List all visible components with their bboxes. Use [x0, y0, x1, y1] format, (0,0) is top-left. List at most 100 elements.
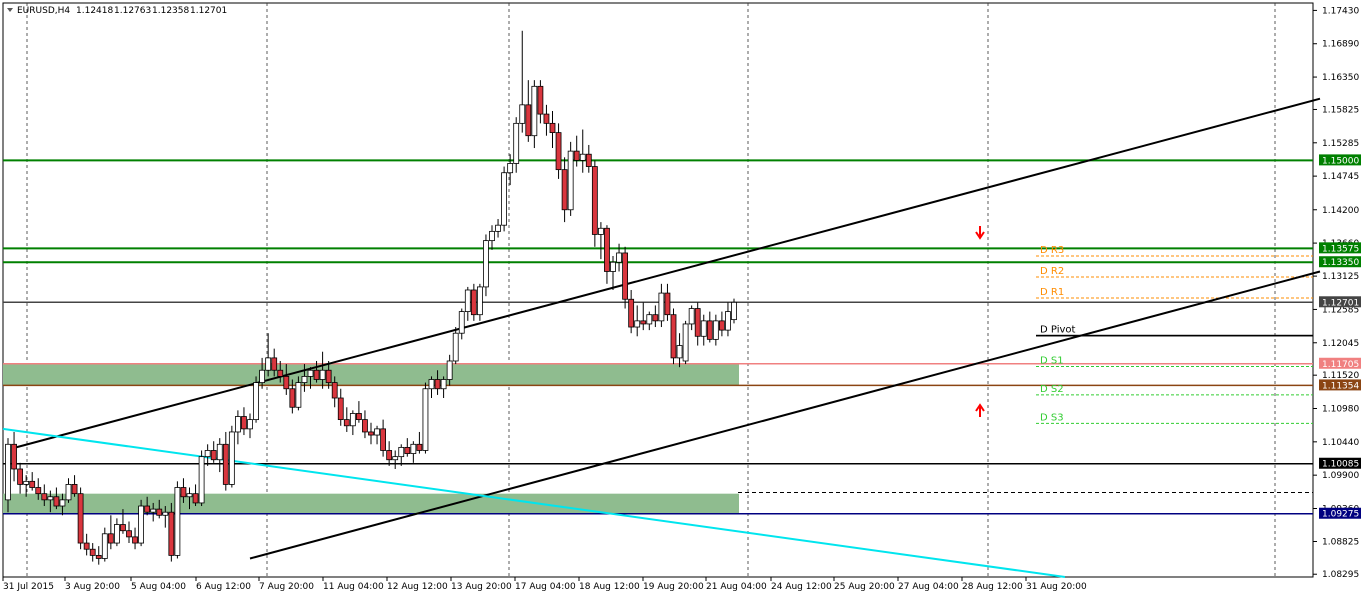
- candle: [204, 444, 211, 466]
- level-price-tag: 1.15000: [1319, 154, 1361, 166]
- x-tick-label: 31 Jul 2015: [3, 582, 54, 592]
- candle: [35, 478, 42, 500]
- candle-body: [525, 104, 532, 137]
- candle-body: [422, 388, 429, 451]
- candle: [440, 376, 447, 399]
- candle: [120, 509, 126, 534]
- candle: [513, 117, 520, 173]
- y-tick-label: 1.10980: [1322, 405, 1359, 415]
- candle: [253, 376, 259, 423]
- x-tick-label: 13 Aug 20:00: [451, 582, 512, 592]
- candle-body: [343, 419, 350, 427]
- candle: [549, 111, 556, 149]
- candle: [107, 515, 114, 550]
- candle-body: [579, 153, 586, 161]
- candle-body: [664, 292, 671, 316]
- candle: [694, 302, 701, 346]
- candle: [519, 30, 526, 133]
- candle-body: [144, 505, 151, 513]
- candle: [132, 527, 138, 550]
- candle: [65, 478, 72, 503]
- y-tick-label: 1.14200: [1322, 206, 1359, 216]
- candle-body: [95, 554, 102, 559]
- candle-body: [271, 357, 278, 371]
- candle-body: [101, 533, 108, 559]
- candle-body: [241, 416, 247, 430]
- candle: [180, 478, 187, 503]
- candle-body: [337, 397, 344, 421]
- y-tick-label: 1.09900: [1322, 471, 1359, 481]
- y-tick-label: 1.12045: [1322, 339, 1359, 349]
- candle-body: [204, 450, 211, 458]
- level-price-tag: 1.13350: [1319, 256, 1361, 268]
- candle: [555, 123, 562, 179]
- candle: [368, 422, 374, 445]
- candle-body: [222, 443, 229, 485]
- y-tick-label: 1.11520: [1322, 371, 1359, 381]
- candle-body: [483, 240, 489, 288]
- candle-body: [706, 320, 713, 340]
- candle: [29, 472, 36, 491]
- candle-body: [59, 499, 66, 507]
- candle-body: [126, 530, 132, 538]
- candle-body: [652, 314, 659, 322]
- candle-body: [404, 446, 411, 454]
- trendlines: [2, 97, 1321, 578]
- candle: [126, 521, 132, 544]
- down-arrow-head: [975, 231, 985, 240]
- candle-body: [428, 379, 435, 390]
- candle: [228, 425, 235, 488]
- chart-header-open: 1.12418: [76, 6, 113, 16]
- candle-body: [446, 360, 453, 380]
- y-tick-label: 1.08295: [1322, 570, 1359, 580]
- candle: [11, 431, 17, 482]
- candle-body: [228, 431, 235, 485]
- candle: [241, 407, 247, 436]
- candle-body: [331, 382, 338, 399]
- candle-body: [5, 443, 11, 501]
- candle: [458, 308, 465, 340]
- candle: [95, 546, 102, 565]
- candle: [101, 527, 108, 562]
- candle: [525, 80, 532, 142]
- level-price-tag-text: 1.10085: [1322, 460, 1359, 470]
- candle: [688, 305, 695, 331]
- candle-body: [216, 443, 223, 461]
- candle: [83, 533, 90, 556]
- candle-body: [604, 227, 610, 272]
- candle-body: [368, 431, 374, 436]
- level-price-tag-text: 1.12701: [1322, 298, 1359, 308]
- candle: [17, 462, 24, 494]
- candle: [416, 431, 423, 454]
- candle: [676, 333, 683, 368]
- candle-body: [192, 493, 199, 504]
- candle-body: [289, 388, 296, 408]
- horizontal-levels: [3, 159, 1313, 515]
- y-tick-label: 1.10440: [1322, 438, 1359, 448]
- candle-body: [567, 150, 574, 211]
- level-price-tag-text: 1.11705: [1322, 360, 1359, 370]
- level-price-tag-text: 1.13575: [1322, 244, 1359, 254]
- candle-body: [416, 443, 423, 451]
- candle: [343, 407, 350, 432]
- candle-body: [83, 542, 90, 550]
- level-price-labels: 1.15000 1.13575 1.13350 1.12701 1.11705 1.113…: [1319, 154, 1361, 520]
- x-tick-label: 21 Aug 04:00: [706, 582, 767, 592]
- candle-body: [688, 308, 695, 325]
- x-tick-label: 6 Aug 12:00: [196, 582, 251, 592]
- candle: [712, 314, 719, 346]
- candle: [591, 160, 598, 247]
- candle: [362, 410, 368, 439]
- candle: [5, 438, 11, 513]
- candle-body: [712, 320, 719, 340]
- zone-rect: [3, 364, 739, 386]
- lower-channel-line: [249, 270, 1321, 560]
- chart-header-close: 1.12701: [190, 6, 227, 16]
- candle-body: [501, 172, 508, 226]
- candle-body: [156, 508, 163, 516]
- candle-body: [719, 320, 725, 331]
- candle-body: [398, 446, 405, 458]
- candle: [579, 129, 586, 173]
- candle: [398, 444, 405, 466]
